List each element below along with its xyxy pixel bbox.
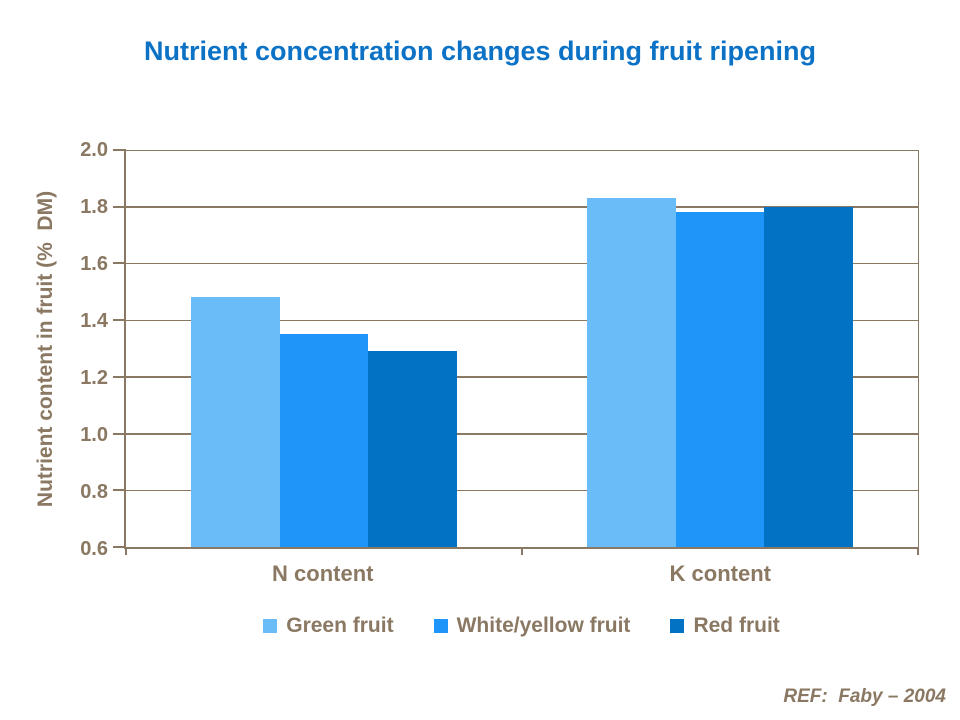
legend: Green fruit White/yellow fruit Red fruit [124, 614, 919, 637]
y-tick-label: 1.0 [80, 424, 108, 446]
plot-area [113, 149, 919, 555]
legend-swatch [433, 618, 448, 633]
bar-groups [126, 150, 918, 547]
legend-item: White/yellow fruit [433, 614, 631, 637]
legend-item: Red fruit [670, 614, 780, 637]
bar-green-fruit [587, 198, 676, 547]
y-tick-mark [113, 432, 126, 435]
x-category-label: N content [272, 561, 374, 586]
legend-label: Red fruit [693, 614, 780, 637]
gridline [126, 262, 918, 265]
gridline [126, 319, 918, 322]
y-tick-mark [113, 205, 126, 208]
y-tick-mark [113, 149, 126, 151]
y-tick-label: 1.2 [80, 367, 108, 389]
gridline [126, 433, 918, 435]
chart-title: Nutrient concentration changes during fr… [143, 36, 817, 66]
bar-white-yellow-fruit [279, 334, 369, 547]
y-tick-label: 2.0 [80, 139, 108, 161]
legend-swatch [263, 618, 278, 633]
gridline [126, 206, 918, 208]
bar-red-fruit [764, 206, 853, 547]
x-axis-tick-mark [521, 547, 523, 555]
x-axis-tick-mark [917, 547, 919, 555]
y-tick-mark [113, 546, 126, 548]
gridline [126, 489, 918, 492]
bar-green-fruit [191, 297, 280, 547]
y-tick-label: 0.6 [80, 538, 108, 560]
gridlines [113, 149, 918, 548]
legend-label: Green fruit [286, 614, 394, 637]
bar-group [522, 150, 918, 547]
y-tick-label: 0.8 [80, 481, 108, 503]
x-axis-ticks [125, 547, 919, 555]
legend-swatch [670, 618, 685, 633]
bar-red-fruit [368, 351, 457, 547]
y-tick-mark [113, 319, 126, 322]
y-axis-tick-labels: 0.6 0.8 1.0 1.2 1.4 1.6 1.8 2.0 [0, 140, 124, 559]
bar-group [126, 150, 522, 547]
bars [191, 150, 457, 547]
legend-item: Green fruit [263, 614, 394, 637]
x-axis-labels: N content K content [124, 561, 919, 586]
x-category-label: K content [669, 561, 771, 586]
gridline [126, 149, 918, 151]
reference-label: REF: Faby – 2004 [783, 686, 946, 707]
x-axis-tick-mark [125, 547, 127, 555]
bars [587, 150, 853, 547]
y-tick-label: 1.6 [80, 253, 108, 275]
legend-label: White/yellow fruit [456, 614, 631, 637]
y-tick-mark [113, 489, 126, 492]
gridline [126, 376, 918, 378]
y-tick-mark [113, 375, 126, 378]
bar-white-yellow-fruit [675, 212, 765, 547]
y-tick-mark [113, 262, 126, 265]
y-tick-label: 1.8 [80, 196, 108, 218]
y-tick-label: 1.4 [80, 310, 108, 332]
